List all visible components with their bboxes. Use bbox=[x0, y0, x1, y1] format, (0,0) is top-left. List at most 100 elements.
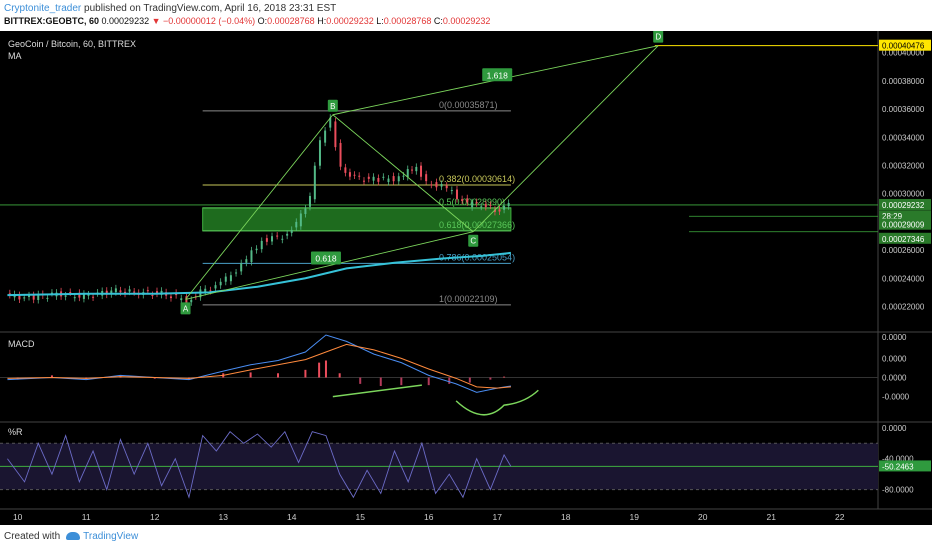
candle-body bbox=[128, 289, 131, 292]
candle-body bbox=[353, 174, 356, 176]
macd-divergence-line bbox=[332, 384, 422, 398]
candle-body bbox=[209, 290, 212, 292]
candle-body bbox=[397, 176, 400, 182]
ratio-badge bbox=[482, 68, 513, 82]
pattern-point-badge bbox=[653, 30, 664, 43]
time-tick-label: 16 bbox=[424, 512, 434, 522]
price-axis-badge-label: 0.00029009 bbox=[882, 221, 925, 230]
time-tick-label: 10 bbox=[13, 512, 23, 522]
candle-body bbox=[110, 290, 113, 295]
pattern-point-label: C bbox=[470, 237, 476, 246]
candle-body bbox=[339, 142, 342, 167]
macd-tick-label: 0.0000 bbox=[882, 354, 907, 363]
candle-body bbox=[425, 174, 428, 182]
time-tick-label: 11 bbox=[82, 512, 91, 522]
pattern-line-bc bbox=[332, 114, 474, 233]
price-tick-label: 0.00040000 bbox=[882, 49, 925, 58]
publication-info: Cryptonite_trader published on TradingVi… bbox=[4, 3, 336, 14]
candle-body bbox=[420, 165, 423, 177]
candle-body bbox=[28, 295, 31, 298]
ratio-badge bbox=[310, 251, 341, 265]
candle-body bbox=[64, 295, 67, 297]
candle-body bbox=[377, 177, 380, 182]
fib-level-label: 0.786(0.00025054) bbox=[439, 252, 515, 262]
candle-body bbox=[466, 198, 469, 203]
price-change: ▼ −0.00000012 (−0.04%) bbox=[151, 16, 256, 26]
pattern-line-ab bbox=[185, 114, 334, 300]
time-tick-label: 18 bbox=[561, 512, 571, 522]
candle-body bbox=[146, 290, 149, 292]
candle-body bbox=[503, 205, 506, 210]
candle-body bbox=[387, 178, 390, 183]
candle-body bbox=[415, 166, 418, 172]
candle-body bbox=[250, 250, 253, 263]
williams-r-line bbox=[7, 430, 512, 499]
chart-area[interactable]: GeoCoin / Bitcoin, 60, BITTREX MA MACD %R 0.… bbox=[0, 30, 932, 525]
candle-body bbox=[358, 175, 361, 177]
candle-body bbox=[445, 185, 448, 189]
macd-histogram-bar bbox=[379, 377, 382, 386]
pattern-point-label: B bbox=[330, 102, 335, 111]
price-axis-badge-label: 0.00029232 bbox=[882, 201, 925, 210]
candle-body bbox=[367, 176, 370, 179]
candle-body bbox=[372, 176, 375, 181]
fib-level-label: 0.618(0.00027366) bbox=[439, 220, 515, 230]
pattern-point-label: A bbox=[183, 304, 189, 313]
candle-body bbox=[493, 209, 496, 212]
fib-level-label: 0(0.00035871) bbox=[439, 100, 498, 110]
chart-canvas[interactable]: GeoCoin / Bitcoin, 60, BITTREX MA MACD %R 0.… bbox=[0, 30, 932, 525]
candle-body bbox=[169, 296, 172, 299]
candle-body bbox=[507, 202, 510, 207]
candle-body bbox=[23, 297, 26, 299]
candle-body bbox=[455, 189, 458, 199]
candle-body bbox=[69, 292, 72, 294]
close-value: 0.00029232 bbox=[442, 16, 491, 26]
published-text: published on TradingView.com, April 16, … bbox=[81, 3, 337, 14]
williams-r-axis-badge-label: -50.2463 bbox=[882, 462, 914, 471]
macd-histogram-bar bbox=[304, 369, 307, 378]
candle-body bbox=[180, 298, 183, 301]
price-axis-badge-label: 0.00027346 bbox=[882, 235, 925, 244]
williams-r-title: %R bbox=[8, 427, 23, 437]
candle-body bbox=[489, 204, 492, 206]
macd-histogram-bar bbox=[359, 377, 362, 384]
williams-r-tick-label: 0.0000 bbox=[882, 424, 907, 433]
low-value: 0.00028768 bbox=[383, 16, 432, 26]
close-label: C: bbox=[433, 16, 443, 26]
candle-body bbox=[450, 189, 453, 191]
candle-body bbox=[18, 295, 21, 300]
candle-body bbox=[295, 221, 298, 228]
time-tick-label: 17 bbox=[492, 512, 502, 522]
time-tick-label: 13 bbox=[218, 512, 228, 522]
candle-body bbox=[255, 248, 258, 251]
macd-tick-label: -0.0000 bbox=[882, 393, 910, 402]
macd-curve-annotation bbox=[455, 389, 539, 416]
macd-histogram-bar bbox=[338, 373, 341, 378]
macd-histogram-bar bbox=[400, 377, 403, 386]
tradingview-link[interactable]: TradingView bbox=[83, 531, 139, 542]
high-value: 0.00029232 bbox=[326, 16, 374, 26]
macd-histogram-bar bbox=[448, 377, 451, 384]
pattern-line-cd bbox=[472, 45, 659, 233]
candle-body bbox=[151, 294, 154, 296]
price-tick-label: 0.00032000 bbox=[882, 161, 925, 170]
candle-body bbox=[119, 290, 122, 293]
ratio-label: 0.618 bbox=[315, 254, 337, 264]
candle-body bbox=[471, 202, 474, 208]
candle-body bbox=[271, 236, 274, 242]
price-tick-label: 0.00022000 bbox=[882, 302, 925, 311]
candle-body bbox=[348, 172, 351, 177]
candle-body bbox=[402, 175, 405, 177]
price-axis-badge bbox=[879, 218, 931, 230]
candle-body bbox=[245, 259, 248, 263]
candle-body bbox=[87, 294, 90, 296]
macd-histogram-bar bbox=[489, 377, 492, 380]
candle-body bbox=[190, 299, 193, 303]
price-axis-badge bbox=[879, 210, 931, 222]
price-axis-badge bbox=[879, 232, 931, 244]
candle-body bbox=[37, 294, 40, 300]
price-tick-label: 0.00038000 bbox=[882, 77, 925, 86]
candle-body bbox=[430, 184, 433, 186]
author-link[interactable]: Cryptonite_trader bbox=[4, 3, 82, 14]
williams-r-tick-label: -80.0000 bbox=[882, 486, 914, 495]
